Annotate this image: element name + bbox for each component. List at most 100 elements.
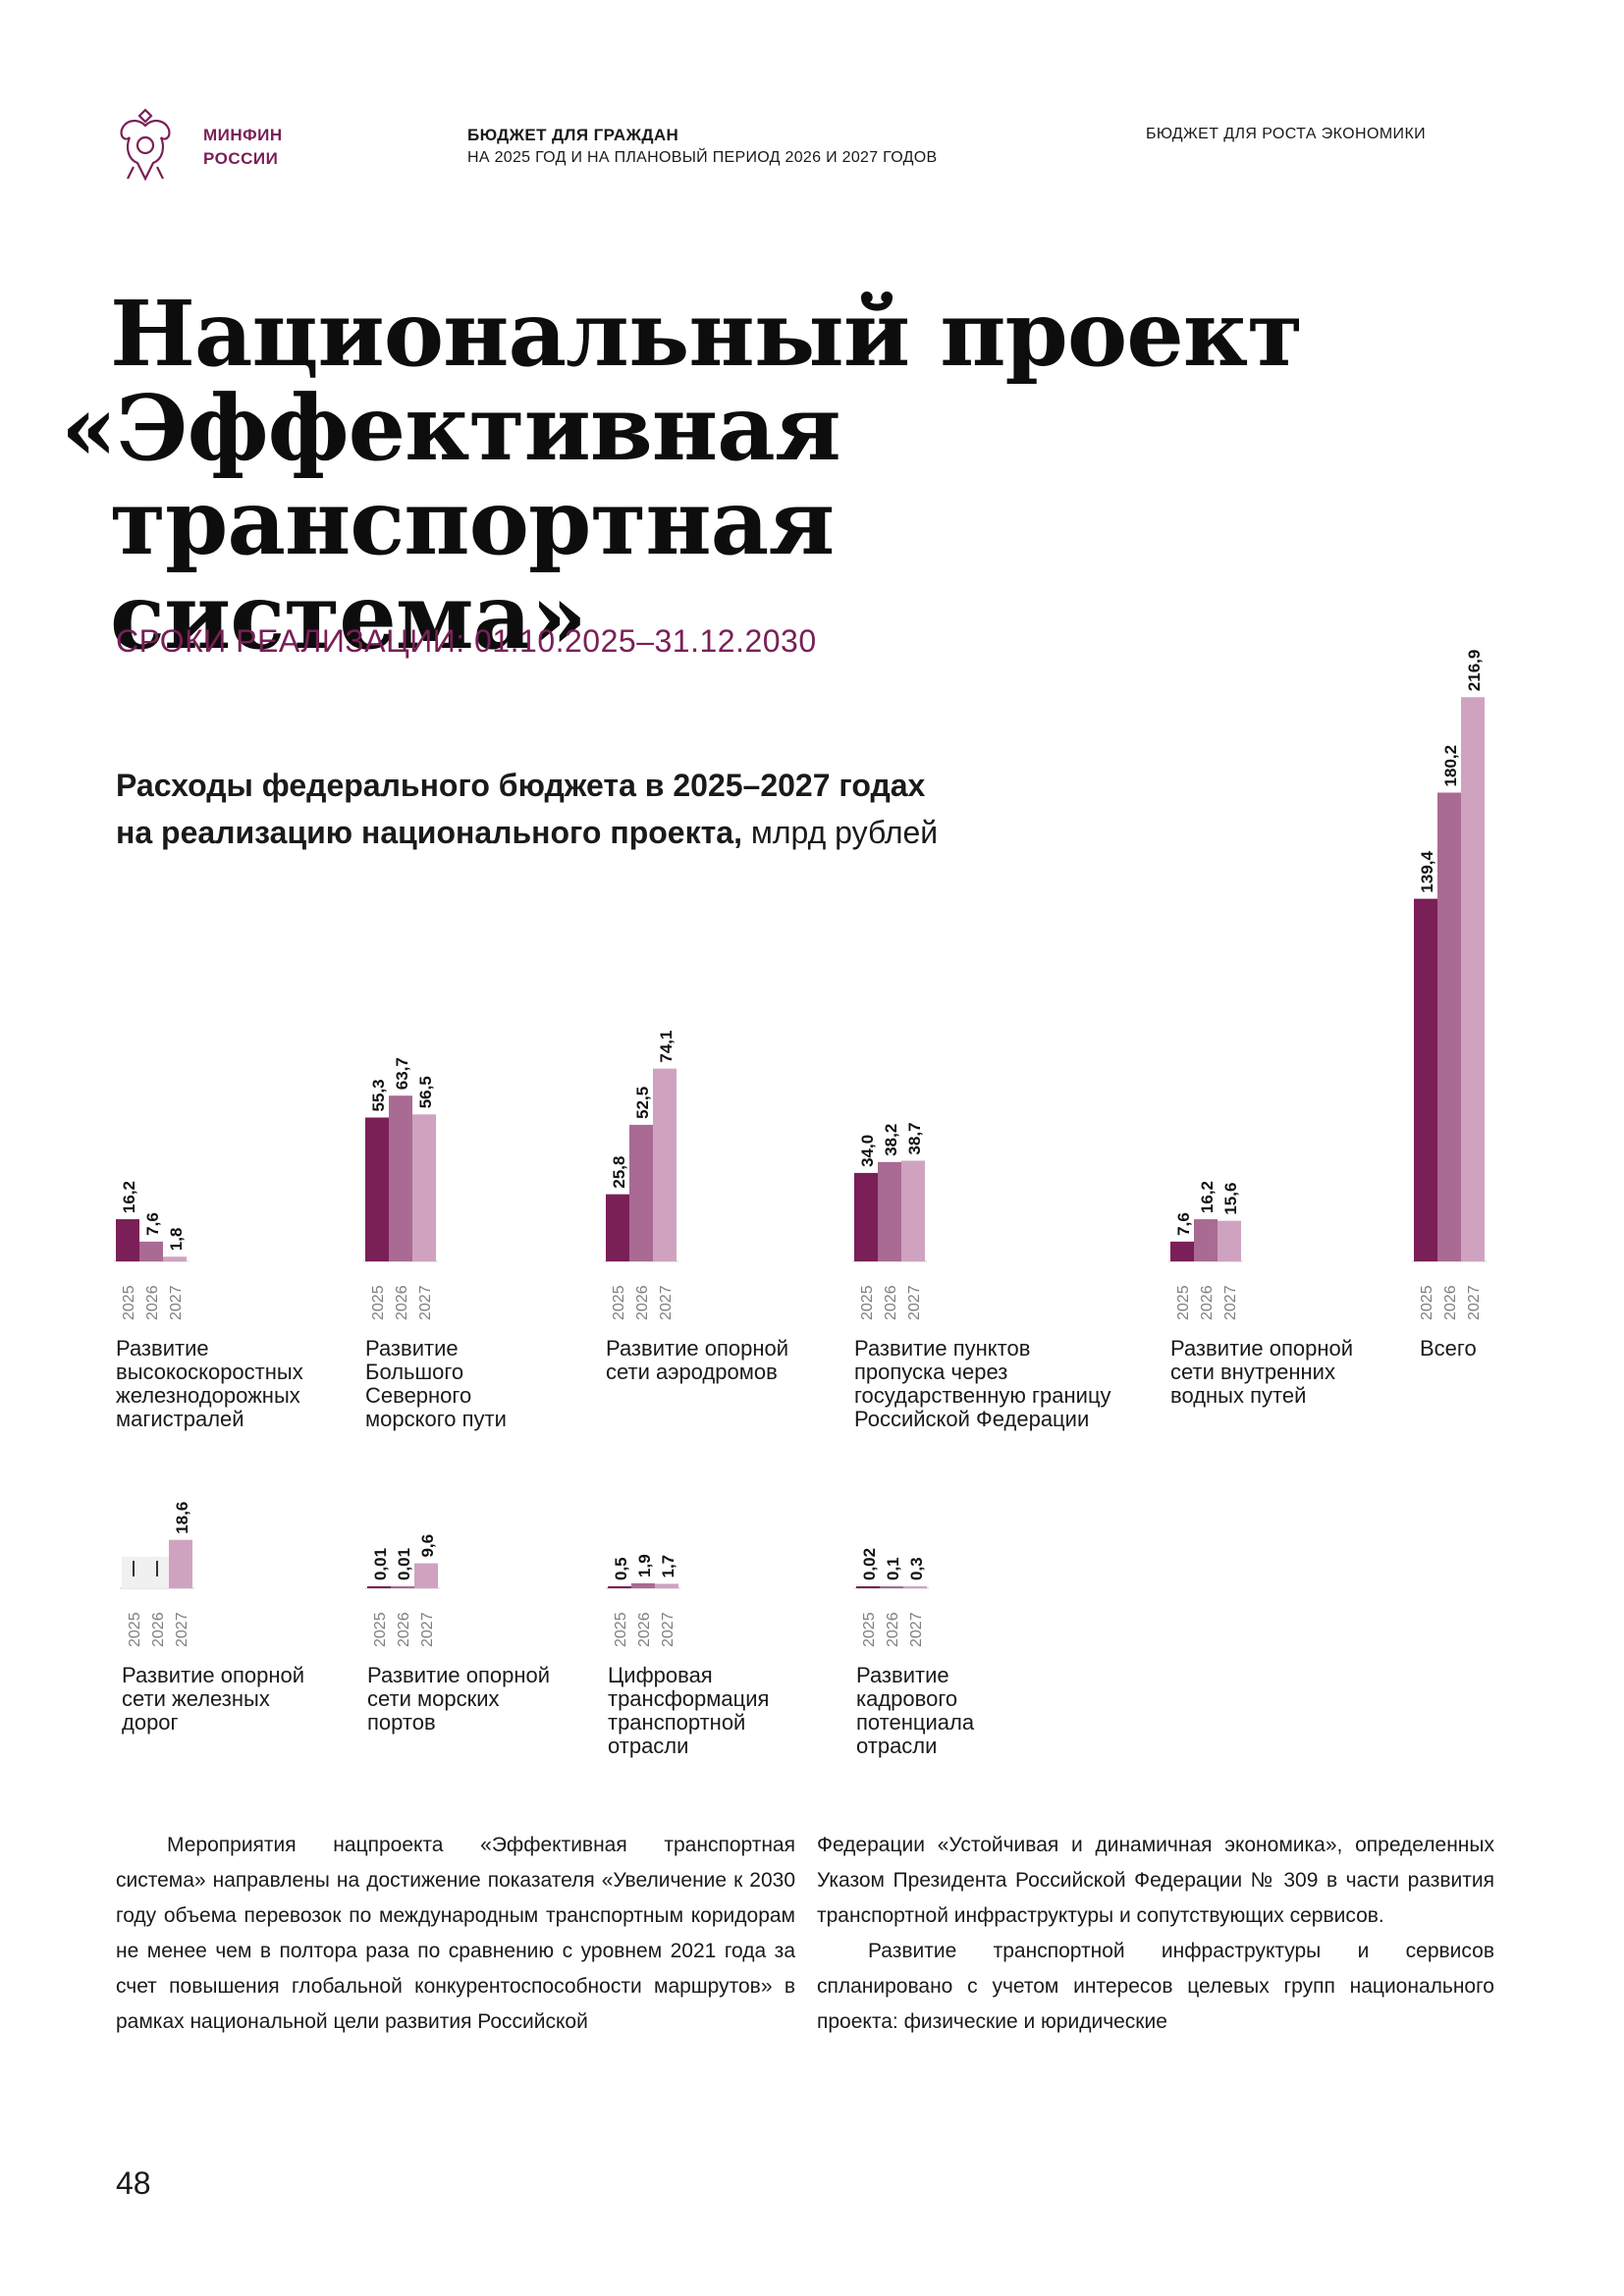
page-title: Национальный проект «Эффективная транспо…: [61, 287, 1337, 664]
data-label: 0,1: [884, 1557, 902, 1580]
bar: [878, 1161, 901, 1261]
year-label: 2027: [419, 1612, 436, 1647]
title-line-2: «Эффективная: [61, 375, 841, 481]
coat-of-arms-icon: [120, 108, 171, 182]
year-label: 2027: [174, 1612, 190, 1647]
year-label: 2025: [613, 1612, 629, 1647]
year-label: 2027: [1466, 1285, 1483, 1320]
data-label: 9,6: [418, 1534, 437, 1558]
bar: [365, 1117, 389, 1261]
bar: [414, 1563, 438, 1588]
bar: [116, 1219, 139, 1261]
data-label: 15,6: [1221, 1183, 1240, 1215]
bar: [629, 1124, 653, 1261]
year-label: 2026: [396, 1612, 412, 1647]
page-number: 48: [116, 2165, 151, 2201]
year-label: 2027: [1222, 1285, 1239, 1320]
year-label: 2025: [861, 1612, 878, 1647]
year-label: 2027: [658, 1285, 675, 1320]
year-label: 2026: [636, 1612, 653, 1647]
data-label: 16,2: [1198, 1181, 1217, 1213]
bar: [608, 1586, 631, 1588]
year-label: 2026: [1442, 1285, 1459, 1320]
org-line-2: РОССИИ: [203, 149, 279, 168]
bar: [631, 1582, 655, 1588]
year-label: 2026: [150, 1612, 167, 1647]
category-label: Развитие пунктов пропуска через государс…: [854, 1336, 1111, 1431]
bar: [1194, 1219, 1218, 1261]
document-title: БЮДЖЕТ ДЛЯ ГРАЖДАН: [467, 126, 679, 144]
data-label: 25,8: [610, 1156, 628, 1189]
category-label: Развитие высокоскоростных железнодорожны…: [116, 1336, 303, 1431]
data-label: 180,2: [1441, 745, 1460, 787]
bar: [1218, 1220, 1241, 1261]
year-label: 2027: [906, 1285, 923, 1320]
body-paragraph-3: Развитие транспортной инфраструктуры и с…: [817, 1940, 1494, 2033]
implementation-period: СРОКИ РЕАЛИЗАЦИИ: 01.10.2025–31.12.2030: [116, 623, 817, 659]
category-label: Развитие опорной сети аэродромов: [606, 1336, 789, 1384]
year-label: 2025: [1175, 1285, 1192, 1320]
bar: [1461, 697, 1485, 1261]
data-label: 1,8: [167, 1228, 186, 1252]
bar: [367, 1586, 391, 1588]
bar: [856, 1586, 880, 1588]
data-label: 38,2: [882, 1124, 900, 1156]
section-name: БЮДЖЕТ ДЛЯ РОСТА ЭКОНОМИКИ: [1146, 126, 1427, 142]
title-line-1: Национальный проект: [110, 281, 1303, 387]
bar: [1414, 898, 1437, 1261]
data-label: 74,1: [657, 1031, 676, 1063]
bar: [1437, 792, 1461, 1261]
data-label: 1,7: [659, 1555, 677, 1578]
data-label: 18,6: [173, 1502, 191, 1534]
data-label: 16,2: [120, 1181, 138, 1213]
year-label: 2026: [883, 1285, 899, 1320]
data-label: 216,9: [1465, 650, 1484, 692]
bar: [1170, 1241, 1194, 1261]
data-label: 0,5: [612, 1557, 630, 1580]
year-label: 2025: [127, 1612, 143, 1647]
document-subtitle: НА 2025 ГОД И НА ПЛАНОВЫЙ ПЕРИОД 2026 И …: [467, 149, 938, 166]
year-label: 2026: [634, 1285, 651, 1320]
data-label: 56,5: [416, 1076, 435, 1108]
data-label: 0,01: [395, 1548, 413, 1580]
category-label: Развитие опорной сети железных дорог: [122, 1663, 305, 1735]
data-label: 34,0: [858, 1135, 877, 1167]
bar: [903, 1586, 927, 1588]
data-label: 1,9: [635, 1554, 654, 1577]
year-label: 2025: [121, 1285, 137, 1320]
chart-heading-line-1: Расходы федерального бюджета в 2025–2027…: [116, 768, 926, 803]
data-label: 7,6: [143, 1212, 162, 1236]
bar: [163, 1256, 187, 1261]
bar: [139, 1241, 163, 1261]
bar: [854, 1172, 878, 1261]
bar: [901, 1160, 925, 1261]
category-label: Развитие опорной сети внутренних водных …: [1170, 1336, 1354, 1408]
year-label: 2027: [660, 1612, 677, 1647]
data-label: 38,7: [905, 1122, 924, 1154]
year-label: 2026: [144, 1285, 161, 1320]
year-label: 2025: [1419, 1285, 1435, 1320]
year-label: 2025: [372, 1612, 389, 1647]
data-label: 7,6: [1174, 1212, 1193, 1236]
data-label: 55,3: [369, 1079, 388, 1111]
data-label: 0,01: [371, 1548, 390, 1580]
body-column-2: Федерации «Устойчивая и динамичная эконо…: [817, 1828, 1494, 2040]
year-label: 2025: [370, 1285, 387, 1320]
body-column-1: Мероприятия нацпроекта «Эффективная тран…: [116, 1828, 795, 2040]
body-paragraph-2: Федерации «Устойчивая и динамичная эконо…: [817, 1834, 1494, 1927]
chart-unit: млрд рублей: [741, 815, 939, 850]
data-label: 52,5: [633, 1087, 652, 1119]
bar: [655, 1583, 678, 1588]
bar: [653, 1068, 677, 1261]
year-label: 2026: [394, 1285, 410, 1320]
data-label: 0,3: [907, 1557, 926, 1580]
org-line-1: МИНФИН: [203, 126, 283, 144]
category-label: Развитие Большого Северного морского пут…: [365, 1336, 507, 1431]
year-label: 2027: [168, 1285, 185, 1320]
year-label: 2026: [885, 1612, 901, 1647]
bar: [391, 1586, 414, 1588]
category-label: Цифровая трансформация транспортной отра…: [608, 1663, 770, 1758]
chart-heading-line-2: на реализацию национального проекта,: [116, 815, 742, 850]
category-label: Всего: [1420, 1336, 1477, 1361]
